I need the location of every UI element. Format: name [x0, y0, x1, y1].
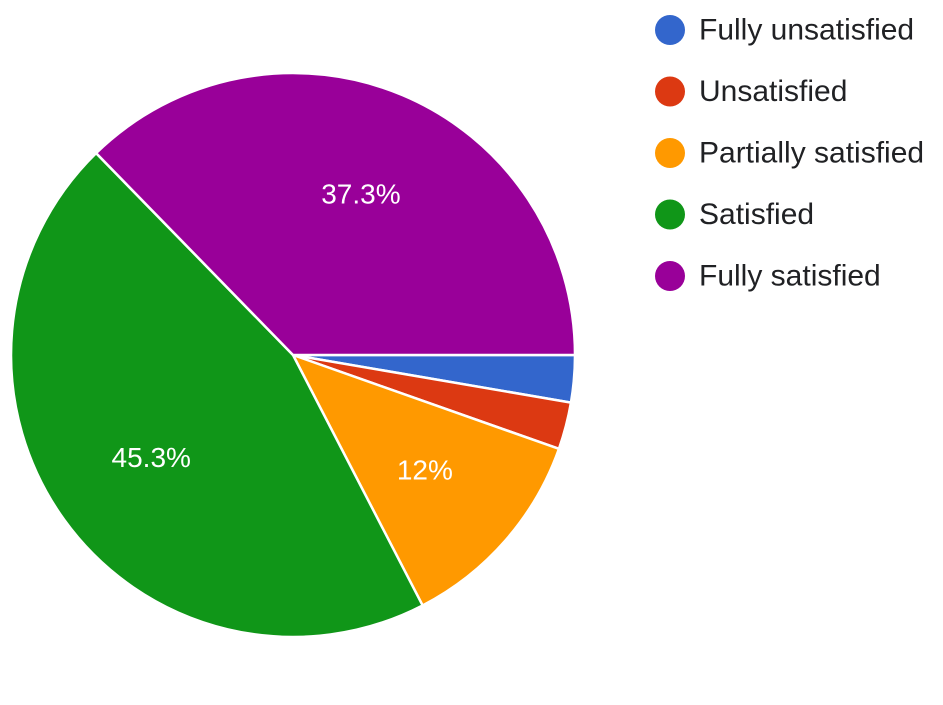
slice-label-partially-satisfied: 12% [397, 454, 453, 485]
legend-marker-fully-satisfied [655, 261, 685, 291]
legend-label-unsatisfied: Unsatisfied [699, 75, 847, 108]
legend-item-partially-satisfied: Partially satisfied [655, 137, 924, 170]
slice-label-fully-satisfied: 37.3% [321, 178, 400, 209]
pie-slices [9, 71, 577, 639]
pie-slice-fully-satisfied [94, 71, 577, 357]
legend: Fully unsatisfied Unsatisfied Partially sa… [655, 14, 924, 293]
legend-marker-satisfied [655, 199, 685, 230]
legend-item-fully-satisfied: Fully satisfied [655, 260, 881, 293]
legend-label-fully-satisfied: Fully satisfied [699, 260, 881, 293]
legend-label-satisfied: Satisfied [699, 198, 814, 231]
legend-label-fully-unsatisfied: Fully unsatisfied [699, 14, 914, 47]
legend-item-fully-unsatisfied: Fully unsatisfied [655, 14, 914, 47]
legend-marker-unsatisfied [655, 76, 685, 107]
legend-marker-fully-unsatisfied [655, 15, 685, 45]
pie-slice-partially-satisfied [291, 353, 561, 607]
pie-slice-satisfied [9, 151, 424, 639]
slice-label-satisfied: 45.3% [112, 442, 191, 473]
legend-item-satisfied: Satisfied [655, 198, 814, 231]
legend-marker-partially-satisfied [655, 138, 685, 168]
legend-item-unsatisfied: Unsatisfied [655, 75, 847, 108]
pie-slice-labels: 12% 45.3% 37.3% [112, 178, 453, 485]
legend-label-partially-satisfied: Partially satisfied [699, 137, 924, 170]
